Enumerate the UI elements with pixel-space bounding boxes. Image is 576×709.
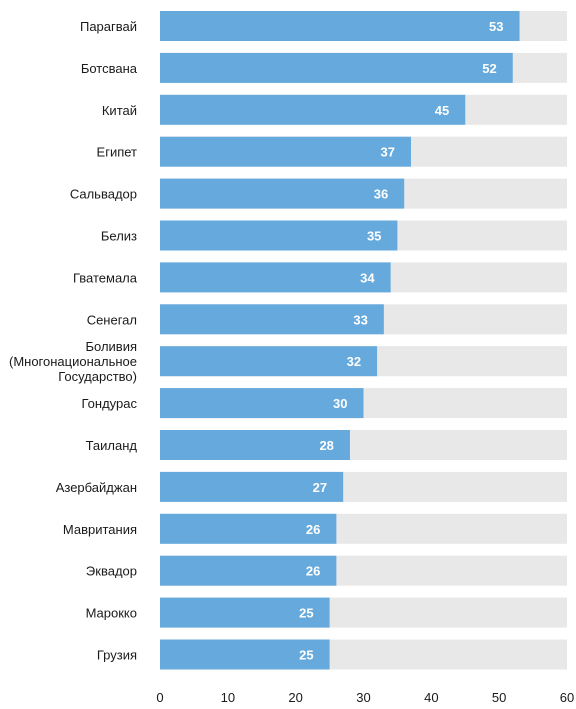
category-label: Боливия (Многонациональное Государство): [9, 339, 137, 384]
data-label: 25: [299, 606, 313, 621]
bar: [160, 94, 466, 125]
category-label: Таиланд: [86, 438, 138, 453]
data-label: 26: [306, 522, 320, 537]
category-label: Парагвай: [80, 19, 137, 34]
x-tick-label: 0: [156, 690, 163, 705]
bar: [160, 346, 378, 377]
bar: [160, 639, 330, 670]
bar: [160, 513, 337, 544]
x-axis: 0 10 20 30 40 50 60: [156, 690, 574, 705]
category-label: Сальвадор: [70, 187, 137, 202]
category-label: Египет: [97, 145, 138, 160]
x-tick-label: 10: [221, 690, 235, 705]
x-tick-label: 40: [424, 690, 438, 705]
category-label: Белиз: [101, 229, 137, 244]
data-label: 53: [489, 19, 503, 34]
bar: [160, 11, 520, 41]
bar: [160, 304, 384, 335]
data-label: 45: [435, 103, 449, 118]
category-label: Эквадор: [86, 564, 137, 579]
data-label: 32: [347, 354, 361, 369]
bar: [160, 220, 398, 251]
bar: [160, 471, 344, 502]
bar-rows: 53 Парагвай 52 Ботсвана 45 Китай 37 Египет 36 Сал…: [9, 11, 567, 670]
bar: [160, 597, 330, 628]
data-label: 25: [299, 648, 313, 663]
data-label: 37: [381, 145, 395, 160]
x-tick-label: 20: [288, 690, 302, 705]
category-label: Мавритания: [63, 522, 137, 537]
data-label: 35: [367, 229, 381, 244]
category-label: Гондурас: [82, 396, 138, 411]
bar: [160, 262, 391, 293]
bar: [160, 178, 405, 209]
category-label: Сенегал: [87, 312, 137, 327]
data-label: 36: [374, 187, 388, 202]
category-label: Грузия: [97, 648, 137, 663]
bar: [160, 555, 337, 586]
category-label: Марокко: [86, 606, 137, 621]
data-label: 33: [353, 312, 367, 327]
data-label: 30: [333, 396, 347, 411]
category-label: Азербайджан: [56, 480, 137, 495]
bar: [160, 430, 350, 460]
data-label: 28: [319, 438, 333, 453]
x-tick-label: 30: [356, 690, 370, 705]
category-label: Китай: [102, 103, 137, 118]
x-tick-label: 50: [492, 690, 506, 705]
data-label: 52: [482, 61, 496, 76]
bar: [160, 388, 364, 419]
data-label: 26: [306, 564, 320, 579]
category-label: Ботсвана: [81, 61, 138, 76]
data-label: 27: [313, 480, 327, 495]
category-label: Гватемала: [73, 270, 138, 285]
bar: [160, 136, 411, 167]
x-tick-label: 60: [560, 690, 574, 705]
data-label: 34: [360, 270, 375, 285]
bar: [160, 52, 513, 83]
